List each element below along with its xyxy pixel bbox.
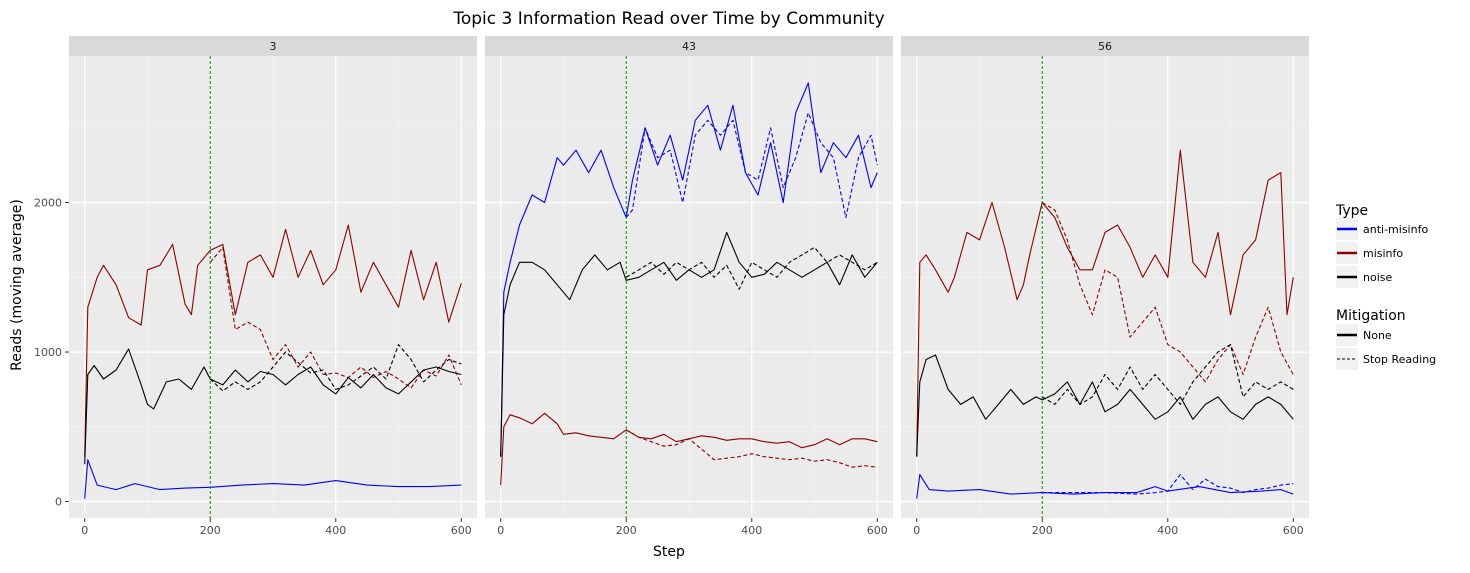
x-tick-label: 200 bbox=[1032, 524, 1053, 537]
x-tick-label: 600 bbox=[1283, 524, 1304, 537]
legend-mitigation-entries: None Stop Reading bbox=[1336, 324, 1436, 370]
series-line-misinfo-none bbox=[916, 149, 1294, 457]
x-tick-label: 600 bbox=[451, 524, 472, 537]
series-line-misinfo-none bbox=[84, 224, 462, 457]
x-tick-label: 200 bbox=[200, 524, 221, 537]
facet-strip bbox=[485, 36, 893, 56]
facet-strip bbox=[901, 36, 1309, 56]
series-line-noise-none bbox=[916, 354, 1294, 457]
x-tick-label: 400 bbox=[1157, 524, 1178, 537]
legend-label-misinfo: misinfo bbox=[1363, 247, 1403, 260]
legend-type-title: Type bbox=[1335, 203, 1368, 219]
x-tick-label: 0 bbox=[81, 524, 88, 537]
x-tick-label: 400 bbox=[325, 524, 346, 537]
series-line-noise-stop-reading bbox=[1041, 344, 1294, 405]
series-line-noise-none bbox=[500, 231, 878, 457]
series-line-misinfo-stop-reading bbox=[209, 246, 462, 389]
x-axis-label: Step bbox=[653, 544, 685, 560]
series-line-misinfo-stop-reading bbox=[625, 429, 878, 468]
facet-panel-56: 56 0 200 400 600 bbox=[901, 36, 1309, 537]
x-tick-label: 200 bbox=[616, 524, 637, 537]
facet-panel-3: 3 0 200 400 600 0 1000 2000 bbox=[34, 36, 477, 537]
legend-label-anti-misinfo: anti-misinfo bbox=[1363, 223, 1428, 236]
series-line-anti-misinfo-stop-reading bbox=[625, 112, 878, 219]
series-line-anti-misinfo-none bbox=[84, 459, 462, 499]
series-group bbox=[500, 82, 878, 486]
x-tick-label: 400 bbox=[741, 524, 762, 537]
series-line-anti-misinfo-stop-reading bbox=[1042, 474, 1294, 495]
legend: Type anti-misinfo misinfo noise Mitigation… bbox=[1335, 203, 1436, 370]
series-line-anti-misinfo-none bbox=[916, 474, 1294, 499]
chart-title: Topic 3 Information Read over Time by Co… bbox=[452, 9, 884, 29]
facet-strip-label: 56 bbox=[1098, 40, 1112, 53]
series-group bbox=[84, 224, 462, 499]
series-line-noise-stop-reading bbox=[209, 344, 462, 392]
y-axis-label: Reads (moving average) bbox=[9, 199, 25, 371]
series-line-noise-stop-reading bbox=[625, 246, 878, 290]
series-group bbox=[916, 149, 1294, 499]
facet-strip bbox=[69, 36, 477, 56]
legend-label-noise: noise bbox=[1363, 271, 1392, 284]
x-tick-label: 0 bbox=[497, 524, 504, 537]
series-line-misinfo-none bbox=[500, 412, 878, 486]
facet-strip-label: 43 bbox=[682, 40, 696, 53]
series-line-noise-none bbox=[84, 348, 462, 465]
y-tick-label: 0 bbox=[55, 496, 62, 509]
y-tick-label: 1000 bbox=[34, 346, 62, 359]
facet-panel-43: 43 0 200 400 600 bbox=[485, 36, 893, 537]
x-tick-label: 0 bbox=[913, 524, 920, 537]
legend-label-none: None bbox=[1363, 329, 1392, 342]
legend-type-entries: anti-misinfo misinfo noise bbox=[1336, 218, 1428, 288]
x-tick-label: 600 bbox=[867, 524, 888, 537]
series-line-misinfo-stop-reading bbox=[1041, 202, 1294, 383]
y-tick-label: 2000 bbox=[34, 197, 62, 210]
facet-strip-label: 3 bbox=[270, 40, 277, 53]
legend-mitigation-title: Mitigation bbox=[1336, 308, 1406, 324]
facet-panels: 3 0 200 400 600 0 1000 2000 43 0 200 400 600 56 0 200 40… bbox=[34, 36, 1309, 537]
legend-label-stop-reading: Stop Reading bbox=[1363, 353, 1436, 366]
